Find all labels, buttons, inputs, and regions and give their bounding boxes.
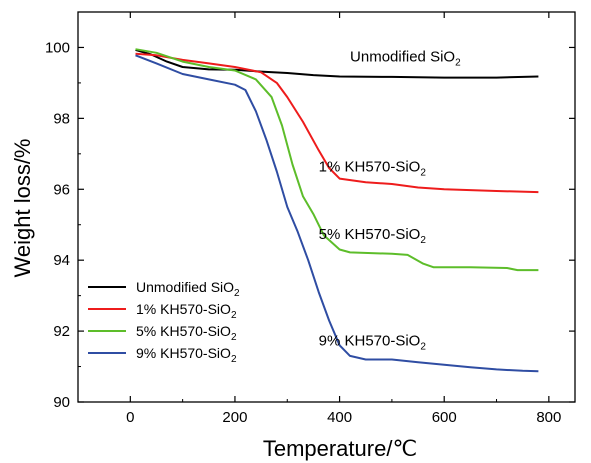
x-tick-labels: 0 200 400 600 800 [126,409,561,426]
x-tick-label: 200 [222,409,247,426]
y-axis-title: Weight loss/% [10,139,35,278]
x-tick-label: 600 [432,409,457,426]
x-tick-label: 400 [327,409,352,426]
series-line-3 [135,48,539,272]
series-line-4 [135,54,539,373]
plot-frame [77,11,576,403]
y-tick-label: 100 [45,39,70,56]
legend-label: 5% KH570-SiO2 [136,323,237,343]
series-annotation: Unmodified SiO2 [350,49,461,69]
x-tick-label: 800 [536,409,561,426]
y-tick-label: 90 [53,394,70,411]
series-annotation: 5% KH570-SiO2 [319,226,427,246]
x-tick-label: 0 [126,409,134,426]
y-tick-labels: 90 92 94 96 98 100 [45,39,70,411]
x-axis-title: Temperature/℃ [263,436,417,461]
y-tick-label: 94 [53,252,70,269]
legend-label: 1% KH570-SiO2 [136,301,237,321]
legend-label: 9% KH570-SiO2 [136,345,237,365]
y-tick-label: 98 [53,110,70,127]
series-line-2 [135,52,539,194]
y-tick-label: 96 [53,181,70,198]
series-annotation: 9% KH570-SiO2 [319,332,427,352]
series-lines [135,48,539,373]
axis-ticks [77,11,575,403]
legend-label: Unmodified SiO2 [136,279,240,299]
y-tick-label: 92 [53,323,70,340]
series-line-1 [135,48,539,79]
annotations: Unmodified SiO2 1% KH570-SiO2 5% KH570-SiO… [319,49,461,353]
series-annotation: 1% KH570-SiO2 [319,159,427,179]
